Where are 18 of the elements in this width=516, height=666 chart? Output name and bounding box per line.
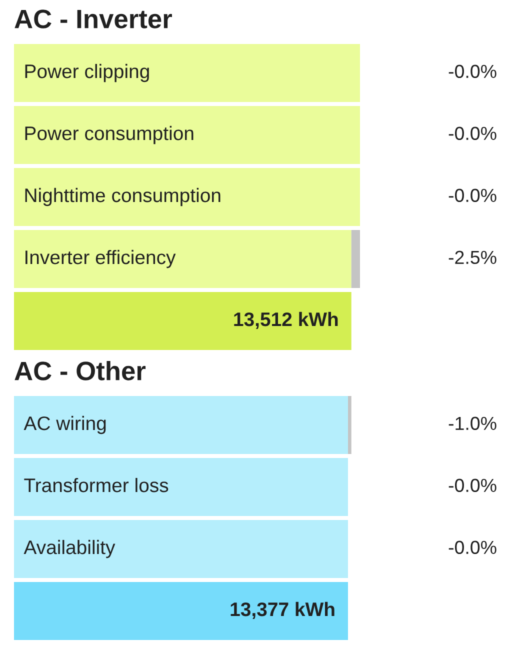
y-tick-label: Nighttime consumption	[25, 188, 220, 206]
y-tick-label: Power consumption	[25, 126, 194, 144]
text: -1.0%	[448, 416, 496, 430]
text: -0.0%	[448, 188, 496, 202]
data-label: 13,377 kWh	[230, 602, 334, 620]
y-tick-label: Transformer loss	[24, 478, 168, 492]
data-label: 13,512 kWh	[234, 312, 338, 330]
chart-title: AC - Other	[14, 360, 146, 380]
text: -2.5%	[448, 250, 496, 264]
y-tick-label: Inverter efficiency	[26, 250, 176, 268]
y-tick-label: AC wiring	[24, 416, 106, 434]
y-tick-label: Availability	[24, 540, 116, 558]
text: -0.0%	[448, 478, 496, 492]
chart-title: AC - Inverter	[14, 10, 172, 28]
text: -0.0%	[448, 540, 496, 554]
y-tick-label: Power clipping	[25, 64, 149, 82]
text: -0.0%	[448, 126, 496, 140]
text: -0.0%	[448, 64, 496, 78]
